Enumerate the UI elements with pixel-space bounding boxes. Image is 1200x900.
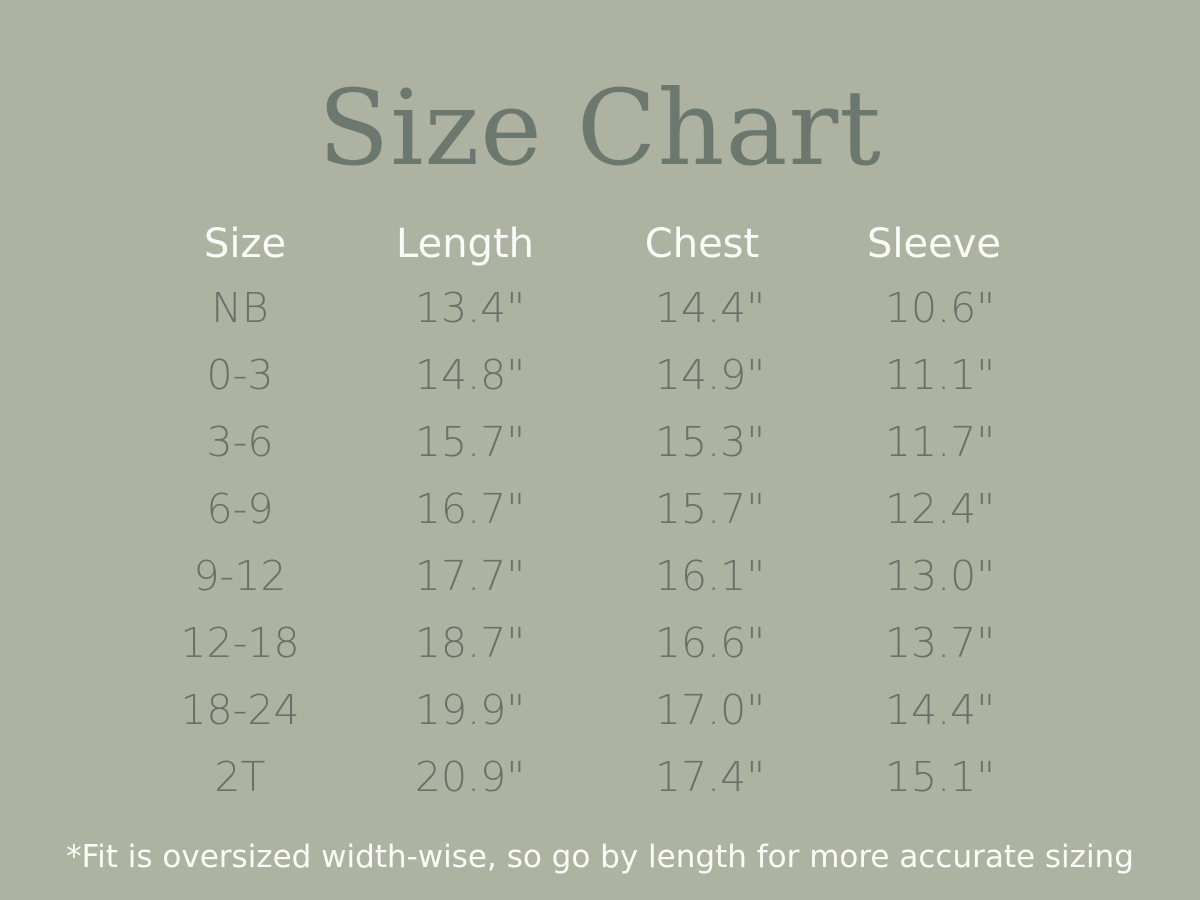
cell-chest: 16.1" <box>654 552 766 600</box>
cell-sleeve: 11.7" <box>884 418 996 466</box>
cell-size: NB <box>211 284 269 332</box>
cell-length: 15.7" <box>414 418 526 466</box>
table-header: Size Length Chest Sleeve <box>0 214 1200 274</box>
cell-length: 20.9" <box>414 753 526 801</box>
header-sleeve: Sleeve <box>866 221 1001 267</box>
cell-length: 13.4" <box>414 284 526 332</box>
cell-sleeve: 10.6" <box>884 284 996 332</box>
cell-size: 0-3 <box>206 351 274 399</box>
cell-size: 12-18 <box>180 619 300 667</box>
cell-sleeve: 15.1" <box>884 753 996 801</box>
table-row: 0-3 14.8" 14.9" 11.1" <box>0 345 1200 405</box>
table-row: 12-18 18.7" 16.6" 13.7" <box>0 613 1200 673</box>
cell-chest: 17.4" <box>654 753 766 801</box>
header-size: Size <box>203 221 287 267</box>
header-chest: Chest <box>644 221 760 267</box>
table-row: 3-6 15.7" 15.3" 11.7" <box>0 412 1200 472</box>
cell-length: 14.8" <box>414 351 526 399</box>
table-row: 6-9 16.7" 15.7" 12.4" <box>0 479 1200 539</box>
table-row: 9-12 17.7" 16.1" 13.0" <box>0 546 1200 606</box>
cell-chest: 16.6" <box>654 619 766 667</box>
cell-chest: 14.9" <box>654 351 766 399</box>
page-title: Size Chart <box>318 67 882 189</box>
cell-chest: 14.4" <box>654 284 766 332</box>
cell-chest: 15.7" <box>654 485 766 533</box>
cell-sleeve: 11.1" <box>884 351 996 399</box>
cell-sleeve: 14.4" <box>884 686 996 734</box>
cell-chest: 15.3" <box>654 418 766 466</box>
cell-size: 18-24 <box>180 686 300 734</box>
cell-size: 9-12 <box>193 552 287 600</box>
cell-sleeve: 13.7" <box>884 619 996 667</box>
cell-length: 19.9" <box>414 686 526 734</box>
cell-length: 17.7" <box>414 552 526 600</box>
cell-size: 6-9 <box>206 485 274 533</box>
cell-sleeve: 12.4" <box>884 485 996 533</box>
fit-note: *Fit is oversized width-wise, so go by l… <box>66 839 1134 875</box>
table-row: NB 13.4" 14.4" 10.6" <box>0 278 1200 338</box>
cell-sleeve: 13.0" <box>884 552 996 600</box>
cell-length: 18.7" <box>414 619 526 667</box>
table-row: 2T 20.9" 17.4" 15.1" <box>0 747 1200 807</box>
cell-size: 3-6 <box>206 418 274 466</box>
table-row: 18-24 19.9" 17.0" 14.4" <box>0 680 1200 740</box>
cell-length: 16.7" <box>414 485 526 533</box>
header-length: Length <box>396 221 534 267</box>
cell-size: 2T <box>214 753 266 801</box>
cell-chest: 17.0" <box>654 686 766 734</box>
